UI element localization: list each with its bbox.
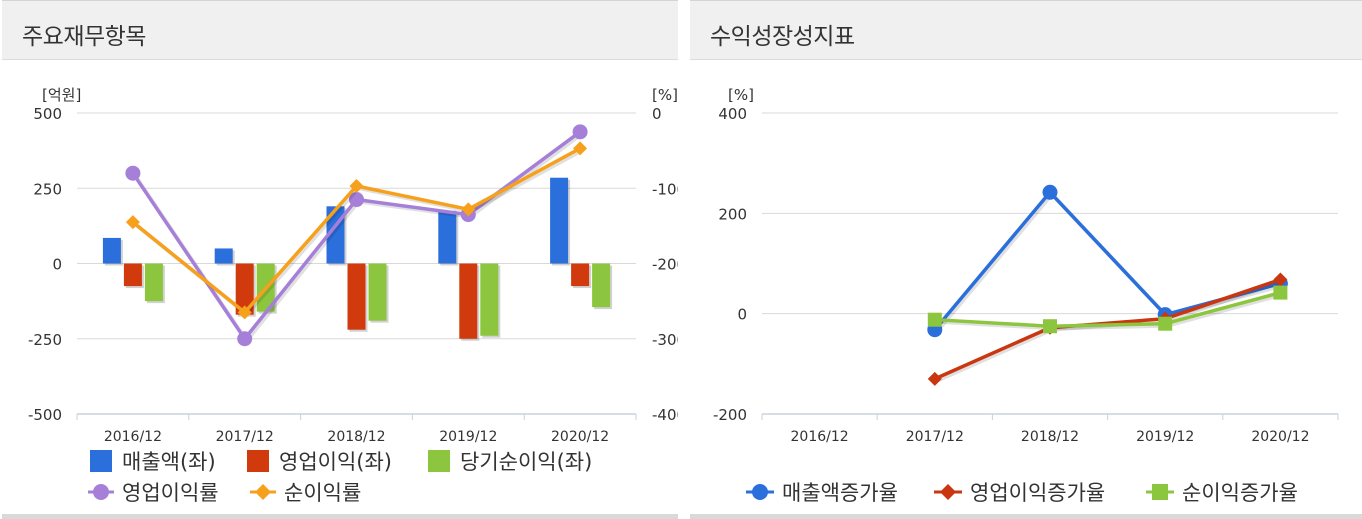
legend-label-0: 매출액증가율 — [782, 481, 898, 505]
line-point-0-1 — [1042, 184, 1058, 200]
bar-1-3 — [459, 263, 478, 339]
x-axis-category-label: 2020/12 — [551, 429, 609, 445]
x-axis-category-label: 2019/12 — [439, 429, 497, 445]
left-axis-tick-label: -250 — [28, 331, 62, 349]
line-point-4-4 — [573, 141, 588, 156]
line-point-2-0 — [927, 312, 942, 327]
bar-0-4 — [550, 177, 569, 264]
line-point-2-2 — [1158, 316, 1173, 331]
left-axis-unit: [억원] — [42, 86, 81, 104]
line-point-1-0 — [927, 371, 942, 386]
bar-0-1 — [214, 248, 233, 264]
left-axis-tick-label: 0 — [52, 256, 62, 274]
growth-indicators-chart: 400 200 0 -200 [%] 2016/12 2017/12 2018/12 2019/… — [713, 86, 1339, 505]
bar-2-3 — [480, 263, 499, 336]
legend-marker-0 — [752, 484, 768, 500]
left-axis-tick-label: 0 — [737, 306, 747, 324]
bar-2-4 — [592, 263, 611, 308]
line-shadow — [936, 292, 1283, 331]
line-point-4-1 — [237, 305, 252, 320]
panel-title: 주요재무항목 — [22, 24, 146, 50]
panel-bottom-border — [690, 514, 1362, 519]
right-axis-unit: [%] — [652, 86, 678, 104]
legend-marker-1 — [940, 484, 956, 500]
line-series-2 — [934, 290, 1281, 328]
x-axis-category-label: 2018/12 — [1021, 429, 1079, 445]
left-axis-tick-label: 400 — [718, 105, 747, 123]
bar-2-2 — [368, 263, 387, 321]
legend-label-0: 매출액(좌) — [122, 450, 216, 474]
panel-header: 주요재무항목 — [2, 0, 678, 60]
left-axis-tick-label: -200 — [713, 406, 747, 424]
left-axis-tick-label: 500 — [33, 105, 62, 123]
line-series-1 — [934, 277, 1281, 381]
financial-items-panel: 주요재무항목 500 250 0 -250 -500 0 -100 -200 -300 -400 [… — [2, 0, 678, 519]
bar-1-0 — [123, 263, 142, 287]
legend-swatch-1 — [247, 450, 269, 472]
legend-label-4: 순이익률 — [284, 481, 361, 505]
legend-swatch-0 — [90, 450, 112, 472]
right-axis-tick-label: 0 — [652, 105, 662, 123]
x-axis-category-label: 2017/12 — [216, 429, 274, 445]
right-axis-tick-label: -200 — [652, 256, 678, 274]
right-axis-tick-label: -100 — [652, 180, 678, 198]
x-axis-category-label: 2017/12 — [906, 429, 964, 445]
legend-label-2: 순이익증가율 — [1182, 481, 1298, 505]
panel-header: 수익성장성지표 — [690, 0, 1362, 60]
left-axis-tick-label: 250 — [33, 180, 62, 198]
bar-1-2 — [347, 263, 366, 330]
panel-title: 수익성장성지표 — [710, 24, 855, 50]
bar-1-1 — [235, 263, 254, 315]
left-axis-unit: [%] — [728, 86, 754, 104]
line-point-3-4 — [572, 124, 588, 140]
left-axis-tick-label: -500 — [28, 406, 62, 424]
growth-indicators-panel: 수익성장성지표 400 200 0 -200 [%] 2016/12 2017/12 2018… — [690, 0, 1362, 519]
x-axis-category-label: 2016/12 — [104, 429, 162, 445]
bar-1-4 — [571, 263, 590, 287]
legend-label-2: 당기순이익(좌) — [460, 450, 592, 474]
right-axis-tick-label: -400 — [652, 406, 678, 424]
line-point-1-3 — [1273, 272, 1288, 287]
financial-items-chart: 500 250 0 -250 -500 0 -100 -200 -300 -400 [억원] [%] 2… — [28, 86, 678, 505]
x-axis-category-label: 2020/12 — [1251, 429, 1309, 445]
bar-0-0 — [102, 237, 121, 264]
x-axis-category-label: 2018/12 — [327, 429, 385, 445]
legend-label-3: 영업이익률 — [122, 481, 219, 505]
line-point-2-1 — [1043, 319, 1057, 334]
legend-label-1: 영업이익증가율 — [970, 481, 1105, 505]
line-point-2-3 — [1273, 285, 1288, 300]
line-point-4-2 — [349, 178, 364, 193]
legend-marker-3 — [93, 484, 109, 500]
line-point-3-1 — [237, 331, 253, 347]
bar-0-3 — [438, 210, 457, 264]
x-axis-category-label: 2019/12 — [1136, 429, 1194, 445]
legend-label-1: 영업이익(좌) — [279, 450, 392, 474]
panel-bottom-border — [2, 514, 678, 519]
line-point-3-2 — [349, 192, 364, 208]
bar-2-0 — [144, 263, 163, 302]
left-axis-tick-label: 200 — [718, 205, 747, 223]
legend-marker-4 — [255, 484, 271, 500]
line-point-3-0 — [125, 165, 141, 181]
right-axis-tick-label: -300 — [652, 331, 678, 349]
x-axis-category-label: 2016/12 — [791, 429, 849, 445]
legend-swatch-2 — [428, 450, 450, 472]
legend-marker-2 — [1152, 484, 1168, 500]
line-point-4-3 — [461, 202, 476, 217]
